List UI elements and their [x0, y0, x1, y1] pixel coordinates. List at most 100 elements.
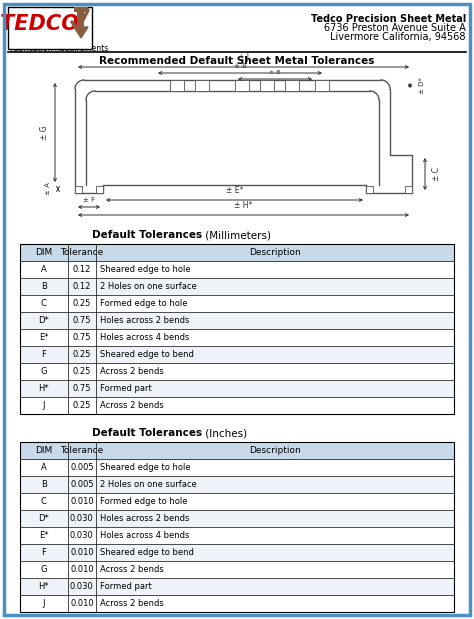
Text: B: B [41, 282, 47, 291]
Text: 0.25: 0.25 [73, 367, 91, 376]
Bar [260, 80, 274, 91]
Text: Tedco Precision Sheet Metal: Tedco Precision Sheet Metal [311, 14, 466, 24]
Bar [315, 80, 329, 91]
Text: E*: E* [39, 531, 49, 540]
Text: Description: Description [249, 446, 301, 455]
Text: ± D*: ± D* [419, 77, 425, 94]
Text: 0.030: 0.030 [70, 514, 94, 523]
Bar [20, 278, 454, 295]
Text: C: C [41, 497, 47, 506]
Text: TEDCO: TEDCO [0, 14, 80, 34]
Text: 0.75: 0.75 [73, 333, 91, 342]
Text: 0.75: 0.75 [73, 384, 91, 393]
Text: F: F [41, 350, 46, 359]
Text: Tolerance: Tolerance [60, 446, 103, 455]
Text: Across 2 bends: Across 2 bends [100, 367, 164, 376]
Text: Sheared edge to bend: Sheared edge to bend [100, 548, 194, 557]
Text: H*: H* [38, 582, 49, 591]
Bar [405, 186, 412, 193]
Text: Tolerance: Tolerance [60, 248, 103, 257]
Text: C: C [41, 299, 47, 308]
Text: 0.005: 0.005 [70, 480, 94, 489]
Text: 0.030: 0.030 [70, 531, 94, 540]
Text: Across 2 bends: Across 2 bends [100, 565, 164, 574]
Bar [285, 80, 299, 91]
Text: Default Tolerances: Default Tolerances [92, 428, 202, 438]
Text: D*: D* [38, 514, 49, 523]
Bar [20, 527, 454, 544]
Bar [20, 363, 454, 380]
Bar [20, 329, 454, 346]
Bar [20, 380, 454, 397]
Bar [75, 186, 82, 193]
Text: Across 2 bends: Across 2 bends [100, 599, 164, 608]
Bar [20, 510, 454, 527]
Bar [20, 476, 454, 493]
Text: ± H*: ± H* [234, 201, 253, 210]
Bar [195, 80, 209, 91]
Text: ± C: ± C [432, 167, 441, 181]
Bar [366, 186, 373, 193]
Text: Livermore California, 94568: Livermore California, 94568 [330, 32, 466, 42]
Text: The Source For Your: The Source For Your [10, 37, 86, 46]
Text: J: J [43, 401, 45, 410]
Text: ± F: ± F [83, 197, 95, 203]
Text: ± B: ± B [234, 63, 246, 69]
Bar [20, 295, 454, 312]
Text: Formed edge to hole: Formed edge to hole [100, 497, 187, 506]
Bar [20, 493, 454, 510]
Text: Sheared edge to hole: Sheared edge to hole [100, 265, 191, 274]
Text: 0.010: 0.010 [70, 599, 94, 608]
Text: 0.010: 0.010 [70, 548, 94, 557]
Bar [20, 442, 454, 459]
Bar [20, 561, 454, 578]
Text: 0.010: 0.010 [70, 497, 94, 506]
Text: H*: H* [38, 384, 49, 393]
Bar [20, 459, 454, 476]
Text: (Inches): (Inches) [202, 428, 247, 438]
Bar [20, 442, 454, 612]
Text: DIM: DIM [35, 446, 53, 455]
Text: B: B [41, 480, 47, 489]
Text: 0.030: 0.030 [70, 582, 94, 591]
Bar [96, 186, 103, 193]
Text: D*: D* [38, 316, 49, 325]
Text: Sheared edge to bend: Sheared edge to bend [100, 350, 194, 359]
Text: Holes across 4 bends: Holes across 4 bends [100, 333, 189, 342]
Text: 2 Holes on one surface: 2 Holes on one surface [100, 480, 197, 489]
Text: 0.25: 0.25 [73, 401, 91, 410]
Polygon shape [74, 27, 88, 38]
Text: DIM: DIM [35, 248, 53, 257]
Bar [20, 397, 454, 414]
Text: A: A [41, 265, 47, 274]
Text: A: A [41, 463, 47, 472]
Bar [8, 7, 92, 49]
Text: Formed edge to hole: Formed edge to hole [100, 299, 187, 308]
Text: ± G: ± G [40, 125, 49, 140]
Text: E*: E* [39, 333, 49, 342]
Text: Description: Description [249, 248, 301, 257]
Text: Across 2 bends: Across 2 bends [100, 401, 164, 410]
Text: ± A: ± A [45, 183, 51, 196]
Text: 0.12: 0.12 [73, 265, 91, 274]
Bar [77, 9, 84, 27]
Text: Recommended Default Sheet Metal Tolerances: Recommended Default Sheet Metal Toleranc… [100, 56, 374, 66]
Text: ± B: ± B [269, 70, 281, 75]
Bar [20, 244, 454, 261]
Text: Fabrication Requirements: Fabrication Requirements [10, 44, 108, 53]
Bar [20, 578, 454, 595]
Text: 0.12: 0.12 [73, 282, 91, 291]
Bar [20, 346, 454, 363]
Bar [20, 244, 454, 414]
Text: Sheared edge to hole: Sheared edge to hole [100, 463, 191, 472]
Text: G: G [41, 565, 47, 574]
Text: 0.25: 0.25 [73, 350, 91, 359]
Text: F: F [41, 548, 46, 557]
Text: 0.005: 0.005 [70, 463, 94, 472]
Text: Formed part: Formed part [100, 384, 152, 393]
Text: Default Tolerances: Default Tolerances [92, 230, 202, 240]
Text: 0.25: 0.25 [73, 299, 91, 308]
Text: Holes across 2 bends: Holes across 2 bends [100, 514, 189, 523]
Text: ± E*: ± E* [226, 186, 243, 195]
Text: 0.010: 0.010 [70, 565, 94, 574]
